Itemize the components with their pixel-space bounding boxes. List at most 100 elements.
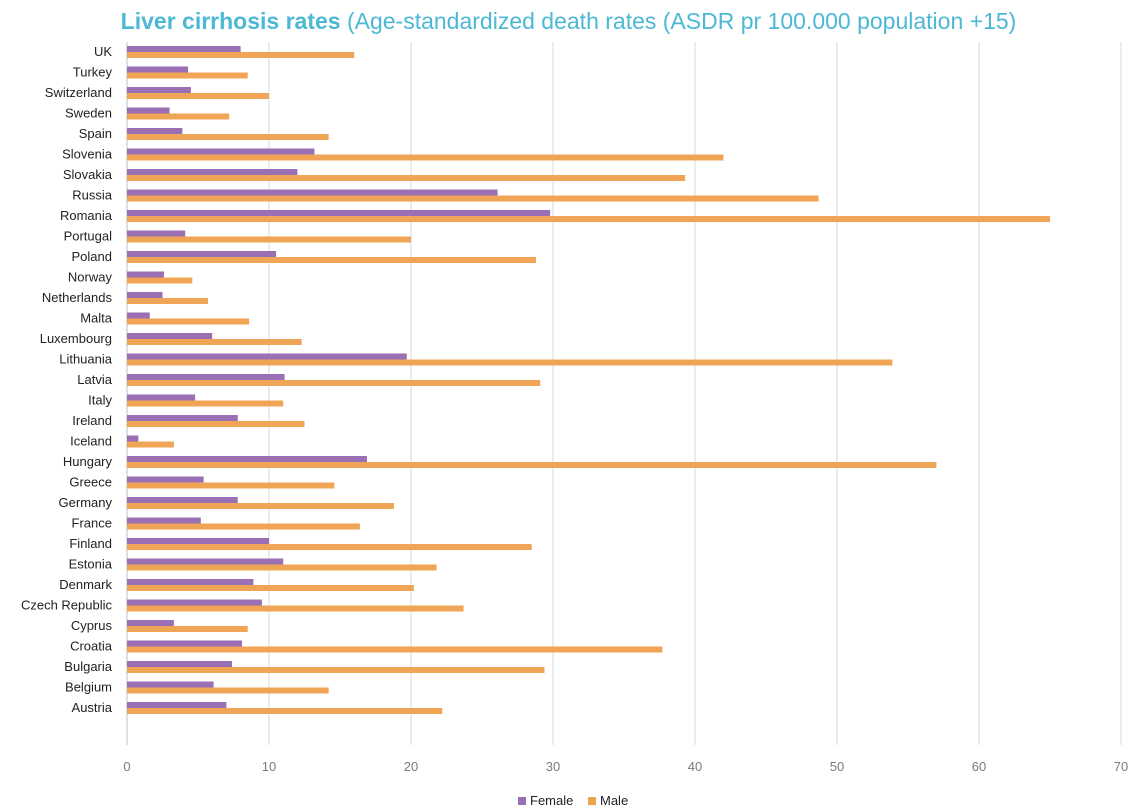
bar-male <box>127 113 230 120</box>
category-label: Ireland <box>72 413 112 428</box>
bar-male <box>127 298 208 304</box>
bar-female <box>127 210 551 216</box>
bar-male <box>127 380 541 386</box>
category-label: Switzerland <box>45 85 112 100</box>
category-label: Finland <box>69 536 112 551</box>
bar-female <box>127 538 269 544</box>
bar-female <box>127 517 201 524</box>
bar-male <box>127 154 724 161</box>
bar-female <box>127 333 213 339</box>
category-label: Belgium <box>65 680 112 695</box>
bar-female <box>127 374 285 380</box>
bar-male <box>127 605 464 612</box>
bar-female <box>127 620 174 626</box>
category-label: Greece <box>69 475 112 490</box>
bar-male <box>127 236 411 243</box>
bar-female <box>127 107 170 114</box>
category-label: Portugal <box>64 229 113 244</box>
bar-female <box>127 230 186 237</box>
x-tick-label: 0 <box>123 759 130 774</box>
x-tick-label: 30 <box>546 759 560 774</box>
bar-female <box>127 640 243 647</box>
bar-male <box>127 687 329 694</box>
bar-male <box>127 462 937 468</box>
bar-male <box>127 175 686 181</box>
chart-title-subtitle: (Age-standardized death rates (ASDR pr 1… <box>346 8 1017 34</box>
category-label: Slovakia <box>63 167 113 182</box>
x-tick-label: 70 <box>1114 759 1128 774</box>
bar-male <box>127 400 284 407</box>
bar-male <box>127 626 248 632</box>
bar-male <box>127 667 545 673</box>
bar-male <box>127 216 1050 222</box>
legend-swatch-female <box>518 797 526 805</box>
bar-male <box>127 503 394 509</box>
category-label: Bulgaria <box>64 659 112 674</box>
bar-male <box>127 441 174 448</box>
category-label: Lithuania <box>59 352 113 367</box>
bar-female <box>127 353 407 360</box>
bar-female <box>127 148 315 155</box>
category-labels: UK Turkey Switzerland Sweden Spain Slovenia Sl… <box>21 44 113 715</box>
bar-female <box>127 702 227 708</box>
bar-female <box>127 681 214 688</box>
bar-male <box>127 482 335 489</box>
category-label: UK <box>94 44 112 59</box>
category-label: Netherlands <box>42 290 113 305</box>
bar-female <box>127 415 238 421</box>
bar-male <box>127 523 360 530</box>
x-tick-label: 20 <box>404 759 418 774</box>
bar-female <box>127 251 277 257</box>
category-label: Latvia <box>77 372 112 387</box>
bar-male <box>127 421 305 427</box>
bar-female <box>127 271 164 278</box>
category-label: Spain <box>79 126 112 141</box>
bar-female <box>127 476 204 483</box>
bar-female <box>127 189 498 196</box>
bar-male <box>127 544 532 550</box>
chart-title: Liver cirrhosis rates (Age-standardized … <box>0 8 1137 35</box>
bar-female <box>127 394 196 401</box>
bar-female <box>127 456 367 462</box>
bars <box>127 46 1050 714</box>
category-label: Estonia <box>69 557 113 572</box>
bar-male <box>127 564 437 571</box>
bar-male <box>127 277 193 284</box>
legend-label-female: Female <box>530 793 573 808</box>
bar-male <box>127 585 414 591</box>
category-label: Poland <box>72 249 112 264</box>
chart-title-main: Liver cirrhosis rates <box>120 8 341 34</box>
category-label: Hungary <box>63 454 113 469</box>
x-tick-label: 40 <box>688 759 702 774</box>
bar-female <box>127 661 233 667</box>
bar-female <box>127 169 298 175</box>
category-label: Luxembourg <box>40 331 112 346</box>
bar-female <box>127 599 262 606</box>
bar-female <box>127 435 139 442</box>
bar-female <box>127 128 183 134</box>
gridlines <box>126 42 1122 745</box>
category-label: Romania <box>60 208 113 223</box>
x-axis-ticks: 0 10 20 30 40 50 60 70 <box>123 759 1128 774</box>
bar-female <box>127 312 150 319</box>
category-label: Turkey <box>73 65 113 80</box>
category-label: Iceland <box>70 434 112 449</box>
category-label: Germany <box>59 495 113 510</box>
bar-female <box>127 497 238 503</box>
category-label: Austria <box>72 700 113 715</box>
category-label: France <box>72 516 112 531</box>
category-label: Cyprus <box>71 618 113 633</box>
category-label: Malta <box>80 311 113 326</box>
category-label: Russia <box>72 188 113 203</box>
legend-label-male: Male <box>600 793 628 808</box>
bar-male <box>127 359 893 366</box>
bar-male <box>127 646 663 653</box>
x-tick-label: 10 <box>262 759 276 774</box>
bar-male <box>127 708 443 714</box>
bar-male <box>127 72 248 79</box>
bar-female <box>127 579 254 585</box>
category-label: Sweden <box>65 106 112 121</box>
legend-swatch-male <box>588 797 596 805</box>
x-tick-label: 60 <box>972 759 986 774</box>
